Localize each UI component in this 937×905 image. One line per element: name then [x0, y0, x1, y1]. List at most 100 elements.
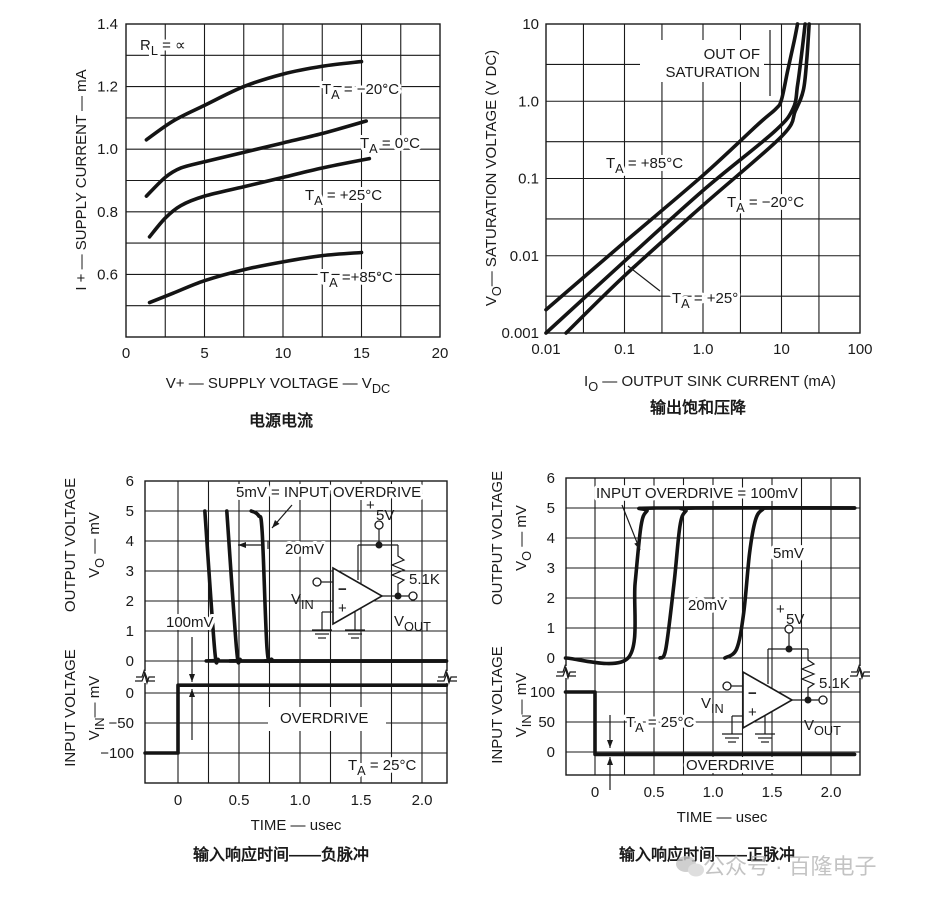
chart-title: 输出饱和压降 — [650, 398, 747, 417]
annotation: OVERDRIVE — [686, 757, 774, 774]
supply-terminal-icon — [374, 520, 384, 530]
label-backdrop — [640, 40, 764, 82]
chart-title: 输入响应时间——正脉冲 — [619, 845, 795, 864]
series-label: TA = −20°C — [322, 81, 399, 102]
op-amp-icon — [332, 566, 384, 626]
y-axis-title-part: V — [483, 296, 500, 306]
vin-label: VIN — [701, 695, 724, 716]
region-annotation-part: OUT OF — [704, 46, 760, 63]
series-label-part: A — [331, 87, 340, 102]
vin-label-part: V — [291, 591, 301, 608]
series-label-part: T — [320, 269, 329, 286]
vin-terminal-icon — [722, 681, 732, 691]
watermark-text: 公众号 · 百隆电子 — [703, 854, 877, 879]
annotation-part: = 25°C — [366, 757, 417, 774]
y-tick-label: 0.8 — [97, 204, 118, 221]
plot-frame — [565, 477, 861, 776]
y-tick-label-input: 0 — [126, 685, 134, 702]
x-axis-title-part: V+ — SUPPLY VOLTAGE — V — [166, 375, 372, 392]
y-tick-label-output: 4 — [547, 530, 555, 547]
vout-label-part: OUT — [404, 619, 431, 634]
load-annotation-part: R — [140, 37, 151, 54]
plot-frame — [125, 23, 441, 338]
series-line — [544, 22, 800, 312]
annotation-part: A — [635, 720, 644, 735]
x-axis-title: TIME — usec — [251, 817, 342, 834]
vout-terminal-icon — [408, 591, 418, 601]
arrowhead-icon — [189, 674, 195, 682]
series-label-part: A — [736, 200, 745, 215]
y-tick-label-output: 2 — [547, 590, 555, 607]
y-axis-units-output-part: V — [513, 561, 530, 571]
y-axis-units-output-part: O — [92, 558, 107, 568]
annotation-part: = 25°C — [644, 714, 695, 731]
y-axis-units-input-part: — mV — [513, 673, 530, 715]
arrowhead-icon — [189, 689, 195, 697]
y-axis-units-input-part: IN — [92, 717, 107, 730]
series-label-part: = +25° — [690, 290, 739, 307]
y-tick-label-output: 2 — [126, 593, 134, 610]
y-tick-label-output: 5 — [126, 503, 134, 520]
x-axis-title: TIME — usec — [677, 809, 768, 826]
vout-label: VOUT — [804, 717, 841, 738]
series-line-input — [143, 683, 449, 755]
y-axis-title-part: — SATURATION VOLTAGE (V DC) — [483, 50, 500, 286]
y-tick-label-output: 6 — [547, 470, 555, 487]
vin-terminal-icon — [312, 577, 322, 587]
y-tick-label: 1.2 — [97, 79, 118, 96]
vout-label: VOUT — [394, 613, 431, 634]
series-line-100mV — [563, 505, 857, 666]
series-label-part: A — [615, 161, 624, 176]
noninverting-input-sign: + — [748, 704, 757, 721]
vin-label: VIN — [291, 591, 314, 612]
x-axis-title-part: TIME — usec — [677, 809, 768, 826]
y-tick-label: 1.4 — [97, 16, 118, 33]
y-tick-label-output: 3 — [126, 563, 134, 580]
vout-terminal-icon — [818, 695, 828, 705]
annotation: 5mV = INPUT OVERDRIVE — [236, 484, 421, 501]
vin-label-part: IN — [301, 597, 314, 612]
annotation-part: OVERDRIVE — [686, 757, 774, 774]
series-line — [564, 22, 811, 335]
annotation-part: OVERDRIVE — [280, 710, 368, 727]
annotation: 5mV — [773, 545, 804, 562]
series-line — [144, 119, 369, 198]
series-label-part: T — [360, 135, 369, 152]
series-label: TA = +85°C — [606, 155, 683, 176]
annotation-part: T — [348, 757, 357, 774]
x-tick-label: 100 — [847, 341, 872, 358]
y-tick-label: 1.0 — [518, 93, 539, 110]
x-tick-label: 2.0 — [821, 784, 842, 801]
y-tick-label-input: −100 — [100, 745, 134, 762]
plot-frame — [545, 23, 861, 334]
chart-supply-current: 0 5 10 15 200.60.81.01.21.4TA = −20°CTA = 0°… — [73, 16, 448, 430]
annotation: INPUT OVERDRIVE = 100mV — [596, 485, 798, 502]
series-label-part: A — [329, 275, 338, 290]
x-tick-label: 1.0 — [693, 341, 714, 358]
region-annotation: OUT OF — [704, 46, 760, 63]
series-label-part: T — [606, 155, 615, 172]
arrowhead-icon — [634, 541, 640, 550]
annotation: 20mV — [688, 597, 727, 614]
x-axis-title-part: DC — [372, 381, 390, 396]
annotation-part: 5mV — [773, 545, 804, 562]
load-annotation: RL = ∝ — [140, 37, 186, 58]
annotation-part: A — [357, 763, 366, 778]
series-line — [147, 250, 364, 305]
series-label: TA = 0°C — [360, 135, 420, 156]
series-label: TA = +25° — [672, 290, 738, 311]
arrowhead-icon — [607, 740, 613, 748]
annotation: 20mV — [285, 541, 324, 558]
y-axis-title: I + — SUPPLY CURRENT — mA — [73, 69, 90, 290]
resistor-value: 5.1K — [409, 571, 440, 588]
series-label-part: T — [305, 187, 314, 204]
x-tick-label: 0.5 — [644, 784, 665, 801]
series-label-part: = +85°C — [624, 155, 684, 172]
annotation-part: 5mV = INPUT OVERDRIVE — [236, 484, 421, 501]
x-tick-label: 1.5 — [351, 792, 372, 809]
x-tick-label: 15 — [353, 345, 370, 362]
inverting-input-sign: − — [338, 581, 347, 598]
